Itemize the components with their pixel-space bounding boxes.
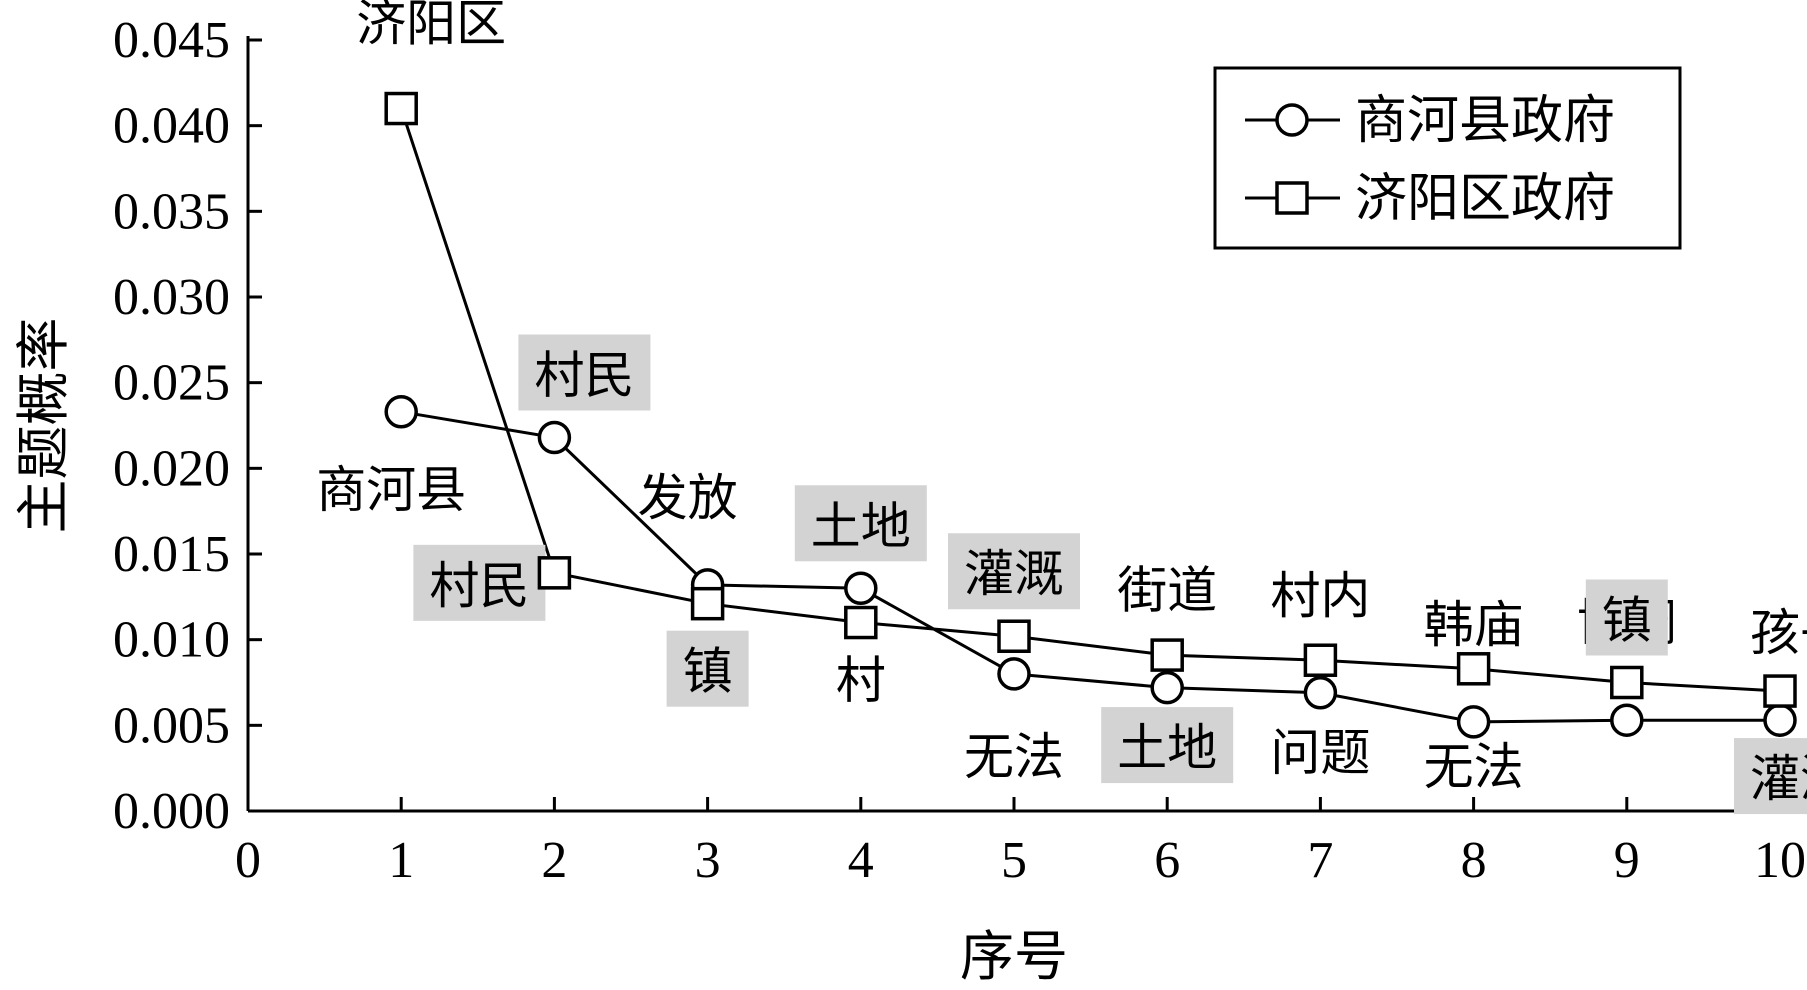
data-point-circle (537, 420, 572, 455)
data-point-square (690, 586, 725, 621)
data-point-square (844, 605, 878, 640)
point-label: 村 (836, 653, 886, 709)
point-label: 村民 (534, 347, 634, 403)
point-label: 镇 (683, 644, 733, 700)
axes: 0.000 0.005 0.010 0.015 0.020 0.025 0.030 0.035… (14, 12, 1806, 987)
point-label: 灌溉 (964, 546, 1064, 602)
data-point-square (1150, 638, 1184, 672)
point-labels: 商河县村民发放土地无法街道村内韩庙协调孩子济阳区村民镇村灌溉土地问题无法镇灌溉 (316, 0, 1807, 815)
legend-marker-square (1275, 181, 1309, 215)
point-label: 灌溉 (1750, 751, 1807, 807)
label-highlight-box (794, 485, 927, 562)
point-label: 无法 (964, 729, 1064, 785)
data-point-circle (1303, 676, 1338, 710)
legend-label: 济阳区政府 (1355, 171, 1615, 228)
data-point-square (1763, 674, 1797, 708)
y-tick-label: 0.045 (113, 12, 230, 69)
point-label: 孩子 (1750, 605, 1807, 661)
x-tick-label: 5 (1001, 832, 1027, 889)
x-tick-label: 7 (1307, 832, 1333, 889)
data-point-square (997, 619, 1031, 653)
point-label: 村民 (429, 558, 529, 614)
series-line-1 (400, 410, 1780, 724)
data-point-square (1456, 652, 1491, 686)
label-highlight-box (518, 334, 651, 411)
point-label: 土地 (811, 498, 911, 554)
label-highlight-box (1585, 579, 1668, 656)
point-label: 问题 (1270, 725, 1370, 781)
legend-label: 商河县政府 (1355, 93, 1615, 150)
point-label: 韩庙 (1424, 597, 1524, 653)
x-tick-label: 2 (541, 832, 567, 889)
legend-marker-circle (1275, 103, 1309, 137)
data-point-circle (1763, 703, 1797, 737)
label-highlight-box (948, 533, 1080, 610)
y-tick-label: 0.015 (113, 526, 230, 583)
data-point-circle (844, 571, 878, 606)
x-tick-label: 8 (1461, 832, 1487, 889)
data-point-circle (384, 395, 418, 429)
point-label: 济阳区 (356, 0, 506, 52)
data-point-square (384, 91, 418, 126)
y-tick-label: 0.025 (113, 355, 230, 412)
point-label: 镇 (1602, 593, 1652, 649)
y-tick-label: 0.020 (113, 440, 230, 497)
y-tick-label: 0.030 (113, 269, 230, 326)
data-point-square (1303, 643, 1338, 677)
data-point-circle (997, 657, 1031, 691)
y-tick-label: 0.000 (113, 783, 230, 840)
x-tick-label: 3 (695, 832, 721, 889)
legend-box (1213, 66, 1682, 250)
label-highlight-box (1101, 707, 1234, 784)
x-tick-label: 6 (1154, 832, 1180, 889)
data-point-circle (1456, 705, 1491, 739)
data-point-circle (1150, 670, 1184, 705)
y-axis-title: 主题概率 (14, 318, 74, 534)
label-highlight-box (666, 630, 749, 707)
y-tick-label: 0.005 (113, 697, 230, 754)
x-axis-title: 序号 (960, 927, 1068, 987)
point-label: 发放 (638, 470, 738, 526)
label-highlight-box (1734, 738, 1807, 815)
x-tick-label: 9 (1614, 832, 1640, 889)
point-label: 无法 (1424, 739, 1524, 795)
y-tick-label: 0.035 (113, 183, 230, 240)
x-tick-label: 10 (1754, 832, 1806, 889)
point-label: 街道 (1117, 563, 1217, 619)
data-point-square (537, 556, 572, 590)
point-label: 土地 (1117, 720, 1217, 776)
label-highlight-box (413, 544, 546, 621)
data-point-square (1610, 665, 1644, 700)
markers (384, 91, 1797, 739)
x-tick-label: 4 (848, 832, 874, 889)
data-point-circle (1610, 703, 1644, 737)
y-tick-label: 0.040 (113, 98, 230, 155)
series-lines (399, 108, 1781, 724)
point-label: 商河县 (316, 462, 466, 518)
y-tick-label: 0.010 (113, 612, 230, 669)
x-tick-label: 1 (388, 832, 414, 889)
series-line-2 (399, 108, 1781, 693)
x-tick-label: 0 (235, 832, 261, 889)
point-label: 村内 (1270, 568, 1370, 624)
